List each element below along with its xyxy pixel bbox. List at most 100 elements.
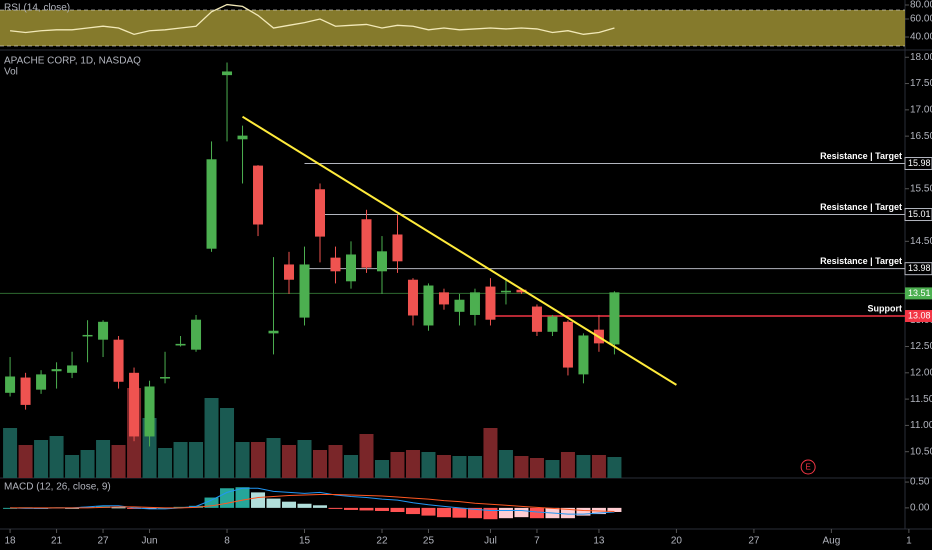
x-tick-label: 1 xyxy=(906,536,912,547)
y-tick-label: 12.50 xyxy=(910,341,932,352)
volume-bar xyxy=(111,445,126,478)
macd-histogram-bar xyxy=(529,507,544,519)
macd-title: MACD (12, 26, close, 9) xyxy=(4,482,111,493)
candle-body xyxy=(345,254,356,282)
x-tick-label: Jul xyxy=(484,536,497,547)
x-tick-label: 25 xyxy=(423,536,435,547)
candle-body xyxy=(609,292,620,345)
level-text: Support xyxy=(868,303,903,313)
macd-histogram-bar xyxy=(452,507,467,518)
candle-body xyxy=(20,377,31,405)
x-tick-label: 13 xyxy=(593,536,605,547)
volume-bar xyxy=(436,455,451,478)
volume-bar xyxy=(452,456,467,478)
volume-bar xyxy=(390,452,405,478)
volume-bar xyxy=(18,445,33,478)
candle-body xyxy=(129,372,140,437)
level-text: Resistance | Target xyxy=(820,151,902,161)
candle-body xyxy=(500,290,511,293)
candle-body xyxy=(222,71,233,76)
volume-bar xyxy=(545,460,560,478)
candle-body xyxy=(82,334,93,337)
candle-body xyxy=(160,377,171,379)
y-tick-label: 11.00 xyxy=(910,420,932,431)
level-price-box xyxy=(904,208,932,222)
volume-bar xyxy=(560,452,575,478)
macd-histogram-bar xyxy=(436,507,451,518)
macd-histogram-bar xyxy=(173,506,188,508)
candle-body xyxy=(51,369,62,372)
x-tick-label: 18 xyxy=(5,536,17,547)
macd-histogram-bar xyxy=(297,503,312,508)
volume-bar xyxy=(158,448,173,478)
y-tick-label: 17.50 xyxy=(910,78,932,89)
macd-histogram-bar xyxy=(266,498,281,508)
candle-body xyxy=(315,189,326,237)
candle-body xyxy=(407,279,418,316)
panel xyxy=(0,480,905,528)
event-label: E xyxy=(805,463,810,472)
volume-bar xyxy=(96,440,111,478)
macd-histogram-bar xyxy=(359,507,374,511)
candle-body xyxy=(485,286,496,320)
y-tick-label: 0.50 xyxy=(910,477,930,488)
level-price-box xyxy=(904,262,932,276)
signal-line xyxy=(10,493,615,512)
macd-histogram-bar xyxy=(282,501,297,508)
y-tick-label: 12.00 xyxy=(910,367,932,378)
candle-body xyxy=(36,374,47,390)
candle-body xyxy=(67,365,78,373)
rsi-line xyxy=(9,3,615,36)
volume-bar xyxy=(3,428,18,478)
volume-bar xyxy=(251,442,266,478)
level-text: Resistance | Target xyxy=(820,202,902,212)
y-tick-label: 18.00 xyxy=(910,52,932,63)
volume-bar xyxy=(266,438,281,478)
y-tick-label: 17.00 xyxy=(910,104,932,115)
candle-body xyxy=(392,234,403,262)
volume-bar xyxy=(498,450,513,478)
macd-histogram-bar xyxy=(142,507,157,509)
macd-histogram-bar xyxy=(514,507,529,518)
event-marker xyxy=(800,459,816,475)
y-tick-label: 40.00 xyxy=(910,32,932,43)
candle-body xyxy=(438,292,449,305)
candle-body xyxy=(206,159,217,249)
candle-body xyxy=(299,264,310,318)
candle-body xyxy=(531,306,542,332)
volume-bar xyxy=(607,457,622,478)
y-tick-label: 80.00 xyxy=(910,0,932,11)
volume-bar xyxy=(189,442,204,478)
volume-bar xyxy=(421,452,436,478)
last-price-box xyxy=(905,287,932,300)
volume-bar xyxy=(65,455,80,478)
candle-body xyxy=(330,257,341,272)
y-tick-label: 16.50 xyxy=(910,131,932,142)
candle-body xyxy=(113,339,124,382)
level-price-box xyxy=(905,310,932,323)
volume-bar xyxy=(173,442,188,478)
candle-body xyxy=(237,135,248,140)
level-price-box xyxy=(904,156,932,170)
volume-bar xyxy=(235,442,250,478)
macd-histogram-bar xyxy=(251,492,266,508)
candle-body xyxy=(562,321,573,368)
chart-title: APACHE CORP, 1D, NASDAQ xyxy=(4,56,141,67)
volume-bar xyxy=(591,455,606,478)
y-tick-label: 15.50 xyxy=(910,183,932,194)
volume-bar xyxy=(313,450,328,478)
macd-histogram-bar xyxy=(235,487,250,508)
volume-label: Vol xyxy=(4,67,18,78)
level-price-label: 15.01 xyxy=(908,209,931,219)
macd-histogram-bar xyxy=(560,507,575,519)
candle-body xyxy=(547,316,558,332)
volume-bar xyxy=(467,456,482,478)
volume-bar xyxy=(297,440,312,478)
candle-body xyxy=(423,285,434,326)
x-tick-label: 8 xyxy=(224,536,230,547)
volume-bar xyxy=(483,428,498,478)
y-tick-label: 11.50 xyxy=(910,394,932,405)
candle-body xyxy=(376,251,387,272)
